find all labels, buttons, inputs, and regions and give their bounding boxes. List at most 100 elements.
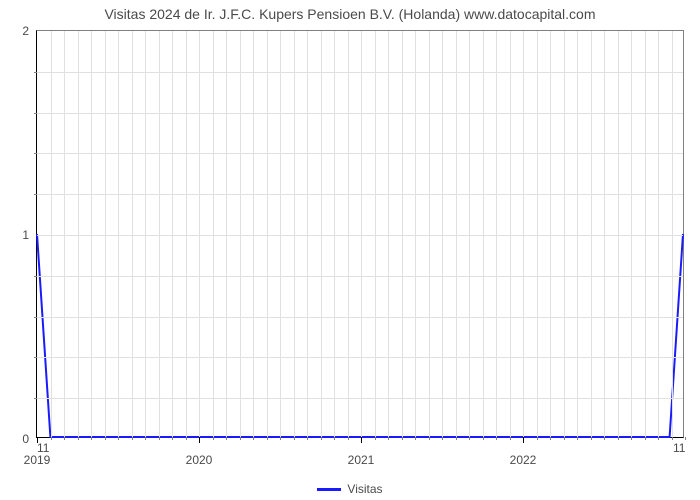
xtick-minor xyxy=(496,437,497,440)
xtick-minor xyxy=(348,437,349,440)
gridline-vertical xyxy=(321,31,322,437)
legend-label: Visitas xyxy=(347,482,382,496)
gridline-vertical xyxy=(64,31,65,437)
gridline-vertical xyxy=(415,31,416,437)
xtick-minor xyxy=(280,437,281,440)
xtick-minor xyxy=(442,437,443,440)
xtick-minor xyxy=(604,437,605,440)
gridline-vertical xyxy=(658,31,659,437)
gridline-vertical xyxy=(550,31,551,437)
xtick-minor xyxy=(118,437,119,440)
gridline-horizontal xyxy=(37,357,683,358)
gridline-vertical xyxy=(483,31,484,437)
xtick-minor xyxy=(415,437,416,440)
xtick-minor xyxy=(685,437,686,440)
legend-swatch xyxy=(317,488,341,491)
plot-area: 20192020202120220121111 xyxy=(36,30,684,438)
xtick-minor xyxy=(564,437,565,440)
xtick-minor xyxy=(577,437,578,440)
xtick-minor xyxy=(172,437,173,440)
xtick-minor xyxy=(456,437,457,440)
xtick-minor xyxy=(321,437,322,440)
gridline-vertical xyxy=(564,31,565,437)
ytick-minor xyxy=(34,113,37,114)
xtick-minor xyxy=(186,437,187,440)
xtick-minor xyxy=(672,437,673,440)
series-line xyxy=(37,31,683,437)
gridline-vertical xyxy=(145,31,146,437)
xtick-minor xyxy=(226,437,227,440)
xtick-minor xyxy=(213,437,214,440)
xtick-minor xyxy=(591,437,592,440)
gridline-vertical xyxy=(307,31,308,437)
visitas-line xyxy=(37,234,683,437)
x-axis-label: 2021 xyxy=(348,453,375,467)
gridline-horizontal xyxy=(37,153,683,154)
xtick-minor xyxy=(145,437,146,440)
xtick-minor xyxy=(402,437,403,440)
xtick-minor xyxy=(307,437,308,440)
ytick-minor xyxy=(34,317,37,318)
gridline-vertical xyxy=(496,31,497,437)
xtick-minor xyxy=(240,437,241,440)
xtick-minor xyxy=(429,437,430,440)
gridline-vertical xyxy=(253,31,254,437)
xtick-minor xyxy=(550,437,551,440)
xtick-major xyxy=(523,437,524,443)
xtick-minor xyxy=(294,437,295,440)
ytick-minor xyxy=(34,276,37,277)
gridline-vertical xyxy=(267,31,268,437)
gridline-vertical xyxy=(132,31,133,437)
gridline-vertical xyxy=(118,31,119,437)
gridline-vertical xyxy=(604,31,605,437)
xtick-minor xyxy=(618,437,619,440)
chart-container: Visitas 2024 de Ir. J.F.C. Kupers Pensio… xyxy=(0,0,700,500)
gridline-horizontal xyxy=(37,317,683,318)
gridline-vertical xyxy=(631,31,632,437)
xtick-minor xyxy=(469,437,470,440)
gridline-vertical xyxy=(442,31,443,437)
gridline-vertical xyxy=(645,31,646,437)
xtick-minor xyxy=(537,437,538,440)
gridline-vertical xyxy=(186,31,187,437)
legend: Visitas xyxy=(0,482,700,496)
xtick-minor xyxy=(334,437,335,440)
gridline-vertical xyxy=(159,31,160,437)
y-axis-label: 0 xyxy=(22,432,29,446)
series-end-label: 11 xyxy=(673,441,685,455)
ytick-minor xyxy=(34,153,37,154)
gridline-vertical xyxy=(105,31,106,437)
xtick-minor xyxy=(388,437,389,440)
chart-title: Visitas 2024 de Ir. J.F.C. Kupers Pensio… xyxy=(0,6,700,22)
gridline-vertical xyxy=(618,31,619,437)
xtick-minor xyxy=(267,437,268,440)
gridline-vertical xyxy=(51,31,52,437)
series-start-label: 11 xyxy=(37,441,49,455)
gridline-vertical xyxy=(402,31,403,437)
gridline-vertical xyxy=(510,31,511,437)
xtick-minor xyxy=(253,437,254,440)
xtick-minor xyxy=(132,437,133,440)
gridline-vertical xyxy=(577,31,578,437)
ytick-minor xyxy=(34,72,37,73)
gridline-horizontal xyxy=(37,113,683,114)
x-axis-label: 2020 xyxy=(186,453,213,467)
gridline-vertical xyxy=(348,31,349,437)
gridline-vertical xyxy=(523,31,524,437)
xtick-minor xyxy=(159,437,160,440)
y-axis-label: 2 xyxy=(22,24,29,38)
gridline-vertical xyxy=(199,31,200,437)
gridline-horizontal xyxy=(37,398,683,399)
gridline-horizontal xyxy=(37,235,683,236)
ytick-minor xyxy=(34,398,37,399)
gridline-vertical xyxy=(429,31,430,437)
x-axis-label: 2022 xyxy=(510,453,537,467)
xtick-minor xyxy=(483,437,484,440)
xtick-minor xyxy=(631,437,632,440)
xtick-minor xyxy=(658,437,659,440)
ytick-minor xyxy=(34,194,37,195)
xtick-minor xyxy=(51,437,52,440)
xtick-minor xyxy=(105,437,106,440)
xtick-minor xyxy=(78,437,79,440)
gridline-vertical xyxy=(537,31,538,437)
